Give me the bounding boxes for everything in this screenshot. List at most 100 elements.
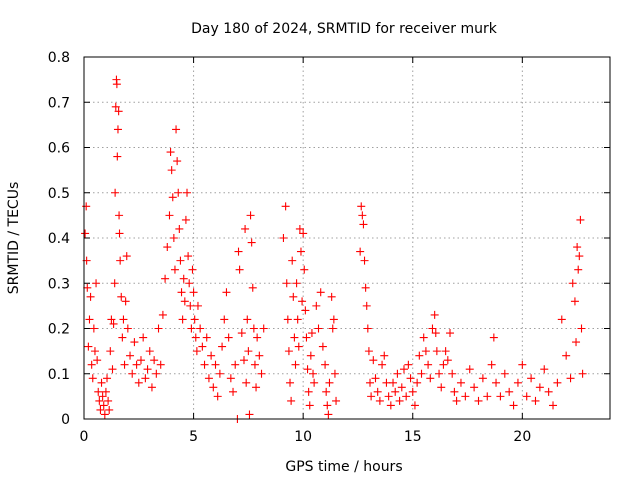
data-point xyxy=(478,374,487,383)
data-point xyxy=(224,333,233,342)
data-point xyxy=(399,365,408,374)
data-point xyxy=(97,378,106,387)
data-point xyxy=(158,310,167,319)
data-point xyxy=(496,392,505,401)
data-point xyxy=(301,306,310,315)
data-point xyxy=(190,315,199,324)
data-point xyxy=(244,347,253,356)
data-point xyxy=(147,383,156,392)
y-tick-label: 0.6 xyxy=(48,141,70,157)
data-point xyxy=(426,374,435,383)
data-point xyxy=(363,324,372,333)
data-point xyxy=(237,329,246,338)
data-point xyxy=(187,324,196,333)
data-point xyxy=(172,125,181,134)
data-point xyxy=(169,234,178,242)
grid-lines xyxy=(84,57,610,419)
data-point xyxy=(380,351,389,360)
plot-frame xyxy=(83,56,611,420)
data-point xyxy=(393,369,402,378)
data-point xyxy=(105,405,114,414)
data-point xyxy=(126,351,135,360)
data-point xyxy=(362,301,371,310)
data-point xyxy=(259,324,268,333)
data-point xyxy=(111,188,120,197)
data-point xyxy=(85,315,94,324)
data-point xyxy=(141,374,150,383)
data-point xyxy=(373,387,382,396)
data-point xyxy=(310,378,319,387)
data-point xyxy=(509,401,518,410)
data-point xyxy=(109,319,118,328)
data-point xyxy=(518,360,527,369)
x-tick-label: 10 xyxy=(294,429,312,445)
data-point xyxy=(89,324,98,333)
data-point xyxy=(330,369,339,378)
data-point xyxy=(113,152,122,161)
data-point xyxy=(578,369,587,378)
data-point xyxy=(531,396,540,405)
data-point xyxy=(235,265,244,274)
data-point xyxy=(168,193,177,202)
data-point xyxy=(166,148,175,157)
data-point xyxy=(175,224,184,233)
data-point xyxy=(83,283,92,292)
data-point xyxy=(107,315,116,324)
data-point xyxy=(406,374,415,383)
data-point xyxy=(241,224,250,233)
data-point xyxy=(181,215,190,224)
data-point xyxy=(286,378,295,387)
data-point xyxy=(136,356,145,365)
data-point xyxy=(307,329,316,338)
data-point xyxy=(248,283,257,292)
data-point xyxy=(116,256,125,265)
x-tick-label: 0 xyxy=(80,429,89,445)
data-point xyxy=(229,387,238,396)
data-point xyxy=(189,288,198,297)
data-point xyxy=(356,247,365,256)
data-point xyxy=(202,333,211,342)
data-point xyxy=(305,401,314,410)
data-point xyxy=(231,360,240,369)
data-point xyxy=(152,369,161,378)
data-point xyxy=(177,288,186,297)
data-point xyxy=(226,374,235,383)
data-point xyxy=(316,288,325,297)
data-point xyxy=(360,256,369,265)
data-point xyxy=(93,356,102,365)
data-point xyxy=(522,392,531,401)
data-point xyxy=(389,378,398,387)
data-point xyxy=(284,347,293,356)
data-point xyxy=(165,211,174,220)
data-point xyxy=(176,256,185,265)
data-point xyxy=(100,410,109,419)
data-point xyxy=(367,392,376,401)
data-point xyxy=(549,401,558,410)
data-point xyxy=(421,347,430,356)
x-tick-label: 20 xyxy=(513,429,531,445)
data-point xyxy=(575,252,584,261)
data-point xyxy=(92,279,101,288)
data-point xyxy=(252,383,261,392)
data-point xyxy=(211,360,220,369)
data-point xyxy=(289,292,298,301)
data-point xyxy=(196,324,205,333)
data-point xyxy=(576,215,585,224)
data-point xyxy=(397,383,406,392)
data-point xyxy=(290,333,299,342)
data-point xyxy=(209,383,218,392)
data-point xyxy=(154,324,163,333)
data-point xyxy=(428,324,437,333)
data-point xyxy=(220,315,229,324)
data-point xyxy=(293,315,302,324)
data-point xyxy=(134,378,143,387)
data-point xyxy=(283,315,292,324)
data-point xyxy=(234,247,243,256)
data-point xyxy=(321,360,330,369)
data-point xyxy=(327,292,336,301)
data-point xyxy=(302,333,311,342)
data-point xyxy=(404,360,413,369)
data-point xyxy=(117,292,126,301)
data-point xyxy=(94,387,103,396)
